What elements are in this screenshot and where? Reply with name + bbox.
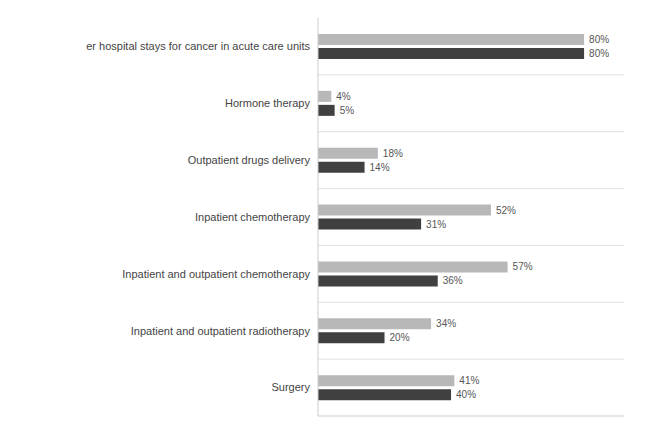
svg-text:31%: 31% <box>426 219 446 230</box>
svg-text:20%: 20% <box>390 332 410 343</box>
svg-text:Inpatient and outpatient radio: Inpatient and outpatient radiotherapy <box>131 325 311 337</box>
svg-text:57%: 57% <box>513 261 533 272</box>
svg-text:Inpatient and outpatient chemo: Inpatient and outpatient chemotherapy <box>122 268 310 280</box>
svg-text:Outpatient drugs delivery: Outpatient drugs delivery <box>188 154 311 166</box>
svg-text:er hospital stays for cancer i: er hospital stays for cancer in acute ca… <box>86 40 310 52</box>
svg-text:Hormone therapy: Hormone therapy <box>225 97 310 109</box>
svg-text:36%: 36% <box>443 275 463 286</box>
svg-text:41%: 41% <box>459 375 479 386</box>
svg-text:Inpatient chemotherapy: Inpatient chemotherapy <box>195 211 310 223</box>
svg-text:18%: 18% <box>383 148 403 159</box>
svg-text:34%: 34% <box>436 318 456 329</box>
svg-text:52%: 52% <box>496 205 516 216</box>
svg-text:5%: 5% <box>340 105 355 116</box>
svg-text:40%: 40% <box>456 389 476 400</box>
svg-text:80%: 80% <box>589 34 609 45</box>
svg-text:4%: 4% <box>336 91 351 102</box>
svg-text:Surgery: Surgery <box>271 381 310 393</box>
svg-text:14%: 14% <box>370 162 390 173</box>
svg-text:80%: 80% <box>589 48 609 59</box>
